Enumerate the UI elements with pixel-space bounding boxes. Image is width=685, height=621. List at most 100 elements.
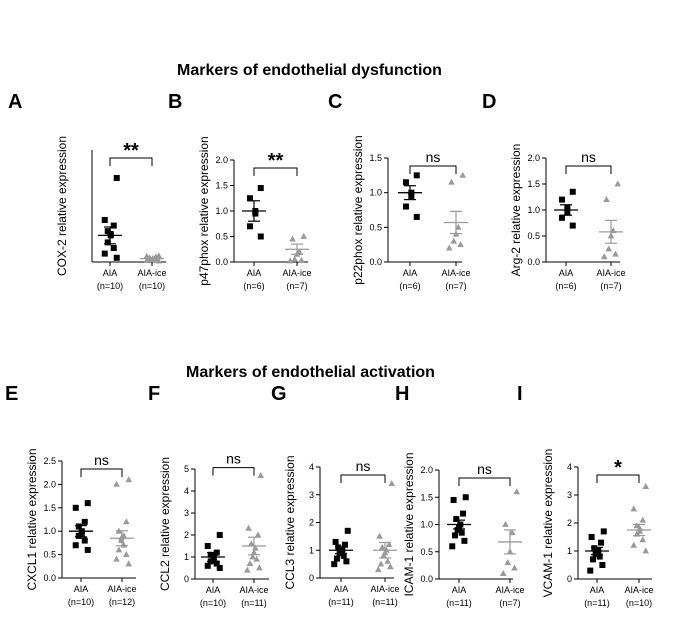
data-point-square xyxy=(81,537,88,544)
data-point-triangle xyxy=(612,250,619,257)
x-category-label: AIA-ice xyxy=(239,585,268,595)
data-point-triangle xyxy=(639,536,647,543)
data-point-triangle xyxy=(291,255,299,262)
y-tick-label: 4 xyxy=(567,462,572,472)
data-point-square xyxy=(344,527,351,534)
data-point-triangle xyxy=(642,483,650,489)
y-tick-label: 4 xyxy=(309,462,314,472)
panel-a: A COX-2 relative expression AIA (n=10) AIA-i… xyxy=(8,91,167,291)
data-point-triangle xyxy=(636,527,644,534)
y-tick-label: 3 xyxy=(567,490,572,500)
data-point-triangle xyxy=(385,541,393,548)
panel-letter: I xyxy=(517,383,523,405)
series-aia-ice xyxy=(627,483,651,554)
x-category-label: AIA-ice xyxy=(107,584,136,594)
data-point-square xyxy=(596,553,603,560)
data-point-square xyxy=(204,543,211,549)
data-point-square xyxy=(101,217,108,223)
data-point-triangle xyxy=(245,524,252,531)
significance-bracket xyxy=(458,477,511,486)
x-n-label: (n=11) xyxy=(584,598,610,608)
significance-label: ns xyxy=(581,149,596,165)
y-axis-label: CCL2 relative expression xyxy=(158,457,172,591)
section-title-activation: Markers of endothelial activation xyxy=(186,364,435,381)
significance-bracket xyxy=(340,474,386,483)
data-point-triangle xyxy=(289,235,296,242)
data-point-square xyxy=(564,209,571,216)
data-point-square xyxy=(216,565,223,571)
data-point-triangle xyxy=(450,237,458,244)
data-point-square xyxy=(213,560,220,567)
y-tick-label: 0.5 xyxy=(527,231,540,241)
data-point-triangle xyxy=(387,563,394,570)
data-point-square xyxy=(340,552,347,559)
series-aia-ice xyxy=(285,232,309,264)
x-n-label: (n=11) xyxy=(328,597,354,607)
x-n-label: (n=7) xyxy=(499,598,520,608)
data-point-square xyxy=(558,196,565,203)
series-aia xyxy=(69,500,93,553)
panel-letter: F xyxy=(148,383,160,405)
data-point-square xyxy=(257,185,264,192)
y-axis-label: CCL3 relative expression xyxy=(283,455,297,589)
data-point-square xyxy=(587,567,594,574)
section-title-dysfunction: Markers of endothelial dysfunction xyxy=(177,62,442,79)
data-point-triangle xyxy=(113,480,120,487)
x-category-label: AIA xyxy=(452,585,467,595)
y-tick-label: 2 xyxy=(567,518,572,528)
data-point-square xyxy=(460,510,467,517)
series-aia-ice xyxy=(110,476,134,567)
significance-label: ** xyxy=(123,140,139,162)
y-tick-label: 0.0 xyxy=(420,574,433,584)
data-point-triangle xyxy=(122,551,130,557)
data-point-square xyxy=(458,529,465,536)
y-tick-label: 1.0 xyxy=(420,520,433,530)
panel-letter: E xyxy=(5,383,18,405)
data-point-square xyxy=(210,555,217,562)
series-aia-ice xyxy=(498,488,522,576)
data-point-square xyxy=(72,504,79,511)
data-point-triangle xyxy=(256,564,263,571)
data-point-triangle xyxy=(113,555,120,562)
series-aia-ice xyxy=(140,252,164,264)
data-point-triangle xyxy=(630,541,638,548)
data-point-square xyxy=(564,204,571,211)
significance-bracket xyxy=(80,468,123,477)
y-tick-label: 0.0 xyxy=(527,257,540,267)
data-point-triangle xyxy=(243,566,251,573)
y-tick-label: 2.0 xyxy=(527,153,540,163)
y-tick-label: 1.5 xyxy=(215,181,228,191)
data-point-square xyxy=(600,528,607,535)
data-point-square xyxy=(598,539,605,546)
data-point-triangle xyxy=(511,564,518,571)
y-tick-label: 2 xyxy=(184,530,189,540)
significance-label: ** xyxy=(268,150,284,172)
data-point-square xyxy=(402,179,409,186)
y-tick-label: 4 xyxy=(184,486,189,496)
y-tick-label: 3 xyxy=(309,490,314,500)
series-aia-ice xyxy=(599,180,623,260)
y-tick-label: 1.5 xyxy=(369,153,382,163)
data-point-square xyxy=(331,561,338,568)
panel-e: E CXCL1 relative expression 0.0 0.5 1.0 1.5 2.… xyxy=(5,383,137,607)
y-tick-label: 0 xyxy=(309,573,314,583)
data-point-square xyxy=(81,518,88,525)
series-aia-ice xyxy=(373,480,397,573)
y-tick-label: 2 xyxy=(309,518,314,528)
data-point-square xyxy=(343,558,350,565)
data-point-square xyxy=(588,534,595,540)
significance-label: ns xyxy=(426,149,441,165)
significance-bracket xyxy=(212,467,255,476)
y-tick-label: 0.0 xyxy=(369,257,382,267)
data-point-square xyxy=(599,562,606,568)
significance-bracket xyxy=(409,165,457,174)
data-point-triangle xyxy=(639,516,647,523)
data-point-triangle xyxy=(457,241,464,248)
data-point-square xyxy=(453,516,460,523)
data-point-square xyxy=(75,523,82,530)
significance-bracket xyxy=(109,157,153,166)
x-category-label: AIA xyxy=(74,584,89,594)
data-point-triangle xyxy=(388,480,396,487)
data-point-square xyxy=(342,541,349,548)
